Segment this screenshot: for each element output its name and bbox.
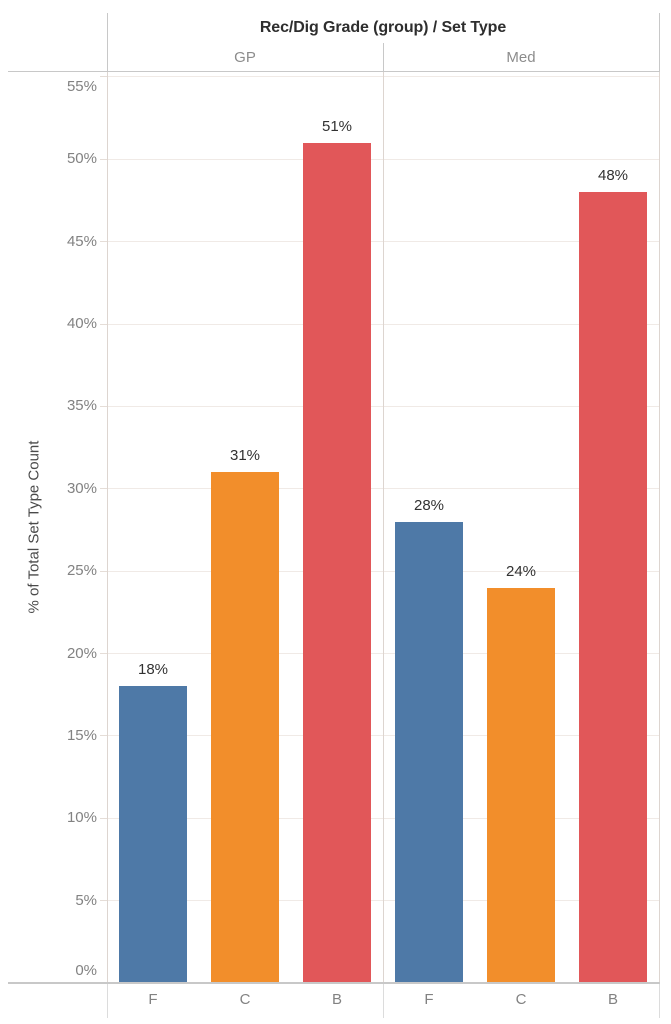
bar-value-label-gp-c: 31% [229,447,261,465]
bar-gp-f[interactable] [119,686,187,983]
bar-value-label-med-f: 28% [413,496,445,514]
x-axis-line [8,982,660,984]
y-tick-mark-15 [100,735,107,737]
bar-value-label-gp-b: 51% [321,117,353,135]
y-tick-label-5: 5% [75,891,97,909]
x-category-label-gp-c[interactable]: C [239,991,251,1008]
x-category-label-gp-f[interactable]: F [148,991,158,1008]
y-tick-label-35: 35% [66,397,97,415]
bar-value-label-med-c: 24% [505,562,537,580]
plot-border-left [107,72,108,982]
plot-border-right [659,72,660,982]
x-category-label-gp-b[interactable]: B [331,991,342,1008]
header-border-left [107,13,108,71]
y-tick-label-15: 15% [66,726,97,744]
y-tick-mark-45 [100,241,107,243]
y-tick-label-40: 40% [66,315,97,333]
chart-title: Rec/Dig Grade (group) / Set Type [259,19,507,36]
footer-border-left [107,984,108,1018]
bar-value-label-med-b: 48% [597,167,629,185]
x-category-label-med-f[interactable]: F [424,991,434,1008]
footer-divider [383,984,384,1018]
header-border-right [659,13,660,71]
x-category-label-med-c[interactable]: C [515,991,527,1008]
y-tick-label-20: 20% [66,644,97,662]
panel-divider [383,72,384,982]
footer-border-right [659,984,660,1018]
panel-header-med[interactable]: Med [506,49,536,66]
y-tick-label-10: 10% [66,809,97,827]
header-separator [8,71,660,72]
bar-med-c[interactable] [487,587,555,983]
y-tick-label-45: 45% [66,232,97,250]
y-tick-mark-40 [100,323,107,325]
bar-med-b[interactable] [579,192,647,983]
y-tick-mark-20 [100,653,107,655]
bar-med-f[interactable] [395,521,463,983]
bar-gp-b[interactable] [303,142,371,983]
y-tick-mark-25 [100,570,107,572]
y-tick-mark-30 [100,488,107,490]
y-tick-mark-55 [100,76,107,78]
y-tick-label-55: 55% [66,78,97,95]
bar-gp-c[interactable] [211,472,279,983]
y-tick-mark-35 [100,405,107,407]
y-tick-mark-5 [100,900,107,902]
y-tick-label-25: 25% [66,562,97,580]
y-tick-label-0: 0% [75,962,97,979]
x-category-label-med-b[interactable]: B [607,991,618,1008]
y-tick-mark-50 [100,158,107,160]
y-tick-mark-10 [100,817,107,819]
y-tick-label-30: 30% [66,479,97,497]
y-tick-label-50: 50% [66,150,97,168]
bar-value-label-gp-f: 18% [137,661,169,679]
panel-header-gp[interactable]: GP [234,49,256,66]
header-divider [383,43,384,71]
